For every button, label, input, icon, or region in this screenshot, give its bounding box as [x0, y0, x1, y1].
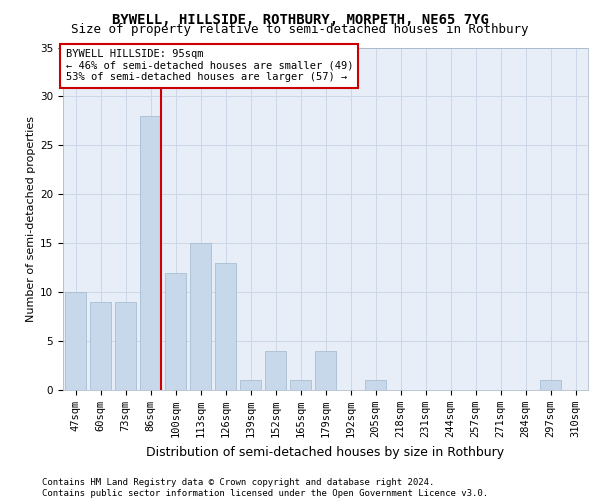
Bar [290, 380, 311, 390]
Bar [165, 272, 186, 390]
Bar [190, 243, 211, 390]
Bar [115, 302, 136, 390]
X-axis label: Distribution of semi-detached houses by size in Rothbury: Distribution of semi-detached houses by … [146, 446, 505, 458]
Bar [65, 292, 86, 390]
Text: BYWELL, HILLSIDE, ROTHBURY, MORPETH, NE65 7YG: BYWELL, HILLSIDE, ROTHBURY, MORPETH, NE6… [112, 12, 488, 26]
Bar [540, 380, 561, 390]
Text: BYWELL HILLSIDE: 95sqm
← 46% of semi-detached houses are smaller (49)
53% of sem: BYWELL HILLSIDE: 95sqm ← 46% of semi-det… [65, 49, 353, 82]
Text: Contains HM Land Registry data © Crown copyright and database right 2024.
Contai: Contains HM Land Registry data © Crown c… [42, 478, 488, 498]
Bar [365, 380, 386, 390]
Bar [215, 263, 236, 390]
Bar [90, 302, 111, 390]
Text: Size of property relative to semi-detached houses in Rothbury: Size of property relative to semi-detach… [71, 22, 529, 36]
Y-axis label: Number of semi-detached properties: Number of semi-detached properties [26, 116, 36, 322]
Bar [315, 351, 336, 390]
Bar [140, 116, 161, 390]
Bar [265, 351, 286, 390]
Bar [240, 380, 261, 390]
